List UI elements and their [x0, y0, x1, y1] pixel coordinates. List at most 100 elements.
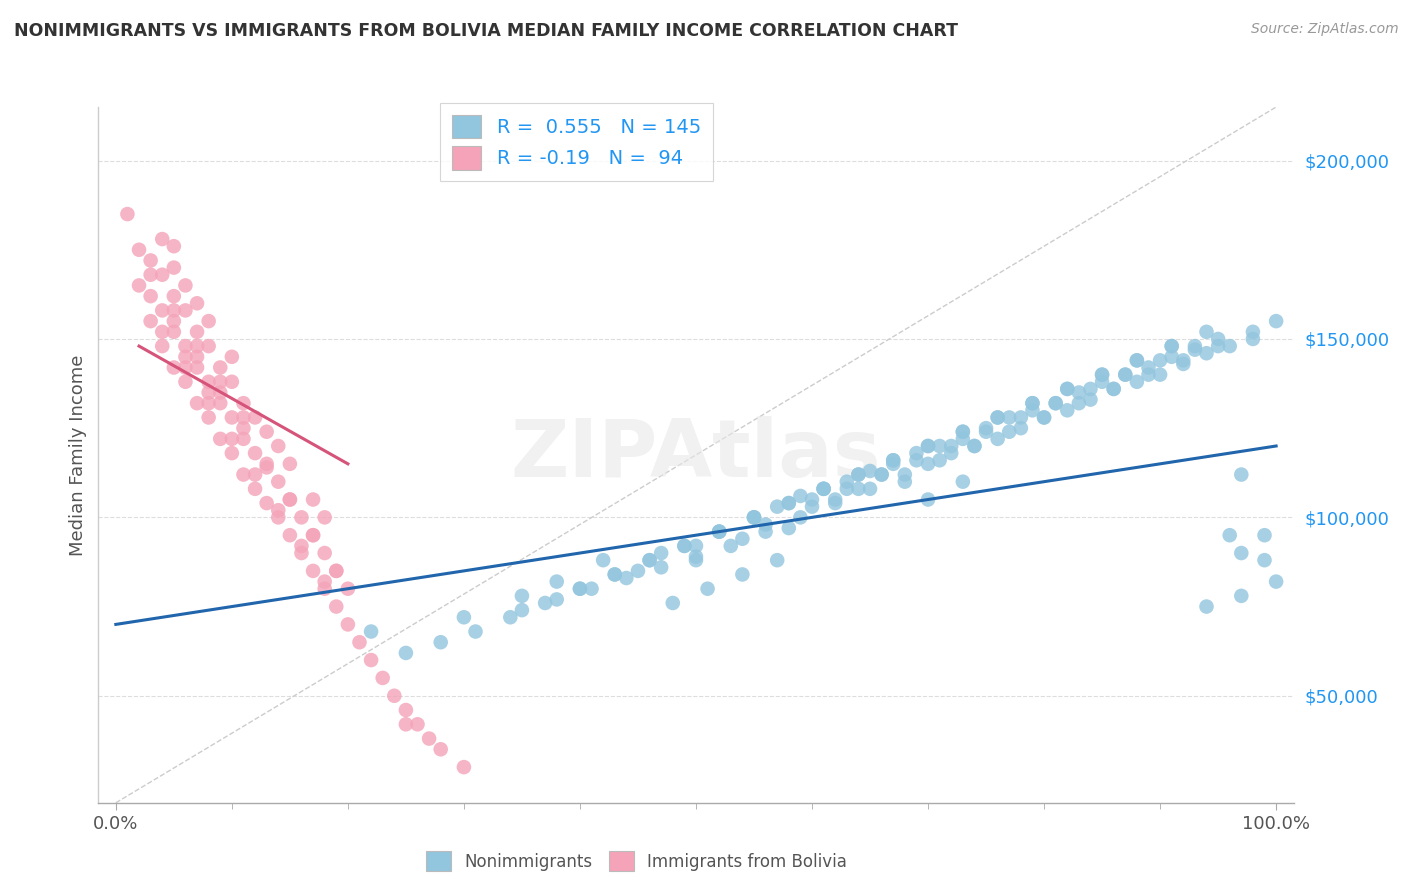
Point [882, 457, 904, 471]
Point [685, 549, 707, 564]
Point [1010, 410, 1032, 425]
Point [835, 482, 858, 496]
Point [186, 339, 208, 353]
Point [186, 296, 208, 310]
Point [742, 510, 765, 524]
Text: NONIMMIGRANTS VS IMMIGRANTS FROM BOLIVIA MEDIAN FAMILY INCOME CORRELATION CHART: NONIMMIGRANTS VS IMMIGRANTS FROM BOLIVIA… [14, 22, 957, 40]
Point [1091, 368, 1114, 382]
Point [709, 524, 731, 539]
Point [848, 467, 870, 482]
Point [382, 689, 405, 703]
Legend: Nonimmigrants, Immigrants from Bolivia: Nonimmigrants, Immigrants from Bolivia [419, 845, 853, 878]
Point [453, 760, 475, 774]
Point [267, 503, 290, 517]
Point [766, 553, 789, 567]
Point [1126, 353, 1149, 368]
Point [720, 539, 742, 553]
Point [186, 360, 208, 375]
Point [209, 375, 232, 389]
Point [848, 467, 870, 482]
Point [789, 510, 811, 524]
Point [395, 703, 418, 717]
Point [1056, 403, 1078, 417]
Point [1102, 382, 1125, 396]
Point [150, 325, 173, 339]
Point [534, 596, 557, 610]
Point [163, 260, 186, 275]
Point [952, 425, 974, 439]
Point [1253, 528, 1275, 542]
Point [395, 646, 418, 660]
Point [174, 278, 197, 293]
Point [592, 553, 614, 567]
Point [336, 582, 359, 596]
Point [1091, 368, 1114, 382]
Point [325, 599, 347, 614]
Point [1067, 385, 1090, 400]
Point [197, 375, 219, 389]
Point [1184, 339, 1206, 353]
Point [1219, 528, 1241, 542]
Point [742, 510, 765, 524]
Point [302, 564, 325, 578]
Point [1056, 382, 1078, 396]
Point [917, 439, 939, 453]
Text: Source: ZipAtlas.com: Source: ZipAtlas.com [1251, 22, 1399, 37]
Point [546, 574, 568, 589]
Point [1195, 325, 1218, 339]
Point [1230, 546, 1253, 560]
Point [1219, 339, 1241, 353]
Point [209, 385, 232, 400]
Point [661, 596, 683, 610]
Point [1091, 375, 1114, 389]
Point [778, 521, 800, 535]
Point [685, 539, 707, 553]
Text: ZIPAtlas: ZIPAtlas [510, 416, 882, 494]
Point [325, 564, 347, 578]
Point [150, 303, 173, 318]
Point [290, 546, 312, 560]
Point [673, 539, 696, 553]
Point [1241, 325, 1264, 339]
Point [974, 421, 997, 435]
Point [406, 717, 429, 731]
Point [232, 467, 254, 482]
Point [221, 446, 243, 460]
Point [952, 475, 974, 489]
Point [418, 731, 440, 746]
Point [813, 482, 835, 496]
Point [163, 289, 186, 303]
Point [209, 396, 232, 410]
Point [186, 325, 208, 339]
Point [256, 425, 278, 439]
Point [824, 496, 846, 510]
Point [1114, 368, 1136, 382]
Point [163, 303, 186, 318]
Point [197, 410, 219, 425]
Point [987, 410, 1010, 425]
Point [243, 410, 266, 425]
Point [371, 671, 394, 685]
Point [314, 582, 336, 596]
Point [870, 467, 893, 482]
Point [998, 425, 1021, 439]
Point [1021, 396, 1043, 410]
Point [1045, 396, 1067, 410]
Point [1021, 396, 1043, 410]
Point [360, 624, 382, 639]
Point [1173, 353, 1195, 368]
Point [1195, 346, 1218, 360]
Point [917, 492, 939, 507]
Point [464, 624, 486, 639]
Point [917, 439, 939, 453]
Point [882, 453, 904, 467]
Point [835, 475, 858, 489]
Point [963, 439, 986, 453]
Point [801, 500, 824, 514]
Point [197, 339, 219, 353]
Point [650, 560, 672, 574]
Point [1230, 467, 1253, 482]
Point [174, 360, 197, 375]
Point [221, 350, 243, 364]
Point [905, 446, 928, 460]
